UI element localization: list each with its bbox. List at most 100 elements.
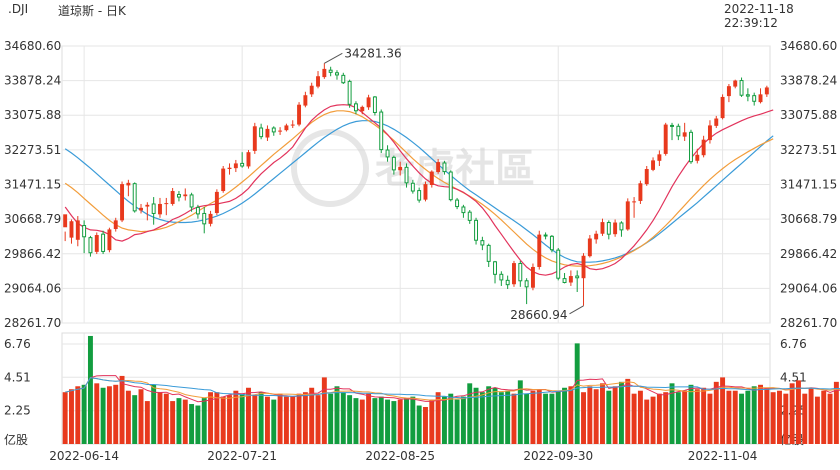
volume-bar (669, 383, 675, 444)
candle-body (512, 263, 516, 285)
volume-bar (220, 396, 226, 444)
candle-body (132, 183, 137, 212)
volume-bar (644, 399, 650, 444)
candle-body (328, 69, 333, 73)
x-tick-label: 2022-07-21 (207, 449, 277, 463)
ma20-line (64, 120, 774, 263)
price-tick-right: 34680.60 (780, 39, 837, 53)
volume-bar (618, 381, 624, 444)
candle-body (594, 233, 599, 240)
candle-body (271, 127, 276, 133)
volume-bar (315, 395, 321, 444)
volume-bar (530, 390, 536, 444)
candle-body (524, 280, 529, 288)
volume-bar (277, 393, 283, 444)
price-tick-right: 28261.70 (780, 316, 837, 330)
volume-bar (106, 386, 112, 444)
volume-bar (138, 389, 144, 444)
candle-body (322, 68, 327, 78)
volume-bar (682, 390, 688, 444)
volume-bar (600, 383, 605, 444)
volume-bar (271, 399, 277, 444)
price-tick-right: 33878.24 (780, 74, 837, 88)
volume-bar (726, 390, 732, 444)
volume-bar (536, 389, 542, 444)
candle-body (189, 194, 194, 208)
volume-bar (429, 399, 435, 444)
volume-bar (675, 392, 681, 444)
volume-bar (176, 398, 182, 444)
candle-body (518, 263, 523, 282)
volume-bar (517, 380, 523, 444)
candle-body (587, 238, 592, 257)
volume-bar (208, 392, 214, 444)
volume-bar (340, 392, 346, 444)
volume-bar (334, 386, 340, 444)
candle-body (657, 154, 662, 161)
volume-bar (770, 392, 776, 444)
volume-bar (473, 387, 479, 444)
candle-body (499, 273, 504, 281)
candle-body (745, 94, 750, 97)
volume-bar (69, 389, 74, 444)
candle-body (252, 126, 257, 151)
candle-body (113, 220, 118, 229)
candle-body (391, 156, 396, 171)
candle-body (366, 97, 371, 108)
volume-bar (302, 392, 308, 444)
candle-body (360, 106, 365, 112)
candle-body (682, 132, 687, 137)
volume-bar (189, 404, 195, 444)
candle-body (221, 168, 226, 192)
price-tick-left: 34680.60 (4, 39, 61, 53)
volume-bar (227, 395, 232, 444)
volume-bar (795, 380, 801, 444)
candle-body (278, 130, 283, 132)
price-tick-right: 32273.51 (780, 143, 837, 157)
ma5-line (64, 104, 774, 276)
volume-bar (751, 386, 757, 444)
volume-bar (328, 393, 334, 444)
volume-bar (81, 384, 87, 444)
volume-bar (498, 392, 504, 444)
candle-body (606, 222, 611, 235)
timestamp: 2022-11-18 22:39:12 (724, 2, 794, 30)
candle-body (543, 234, 548, 237)
candle-body (651, 160, 656, 170)
volume-bar (808, 387, 814, 444)
candle-body (764, 87, 769, 95)
volume-bar (739, 393, 745, 444)
volume-bar (252, 395, 258, 444)
volume-bar (416, 405, 422, 444)
candle-body (474, 219, 479, 241)
volume-bar (283, 396, 289, 444)
candle-body (214, 191, 219, 214)
candle-body (265, 128, 270, 138)
volume-tick-right: 6.76 (780, 337, 807, 351)
volume-bar (233, 390, 239, 444)
volume-bar (777, 390, 782, 444)
candle-body (562, 278, 567, 284)
candle-body (164, 203, 169, 205)
high-annotation-label: 34281.36 (344, 46, 401, 60)
volume-bar (372, 398, 378, 444)
candle-body (714, 118, 719, 126)
volume-bar (214, 392, 220, 444)
low-annotation-line (569, 305, 584, 315)
volume-bar (347, 395, 353, 444)
candle-body (733, 80, 738, 87)
candle-body (619, 222, 624, 231)
candle-body (726, 86, 731, 97)
price-tick-left: 28261.70 (4, 316, 61, 330)
volume-bar (827, 393, 833, 444)
volume-bar (441, 396, 447, 444)
candle-body (707, 125, 712, 141)
volume-ma5-line (65, 375, 840, 403)
candle-body (758, 94, 763, 103)
x-tick-label: 2022-08-25 (365, 449, 435, 463)
volume-bar (397, 399, 403, 444)
volume-bar (694, 389, 700, 444)
volume-bar (637, 390, 643, 444)
price-tick-left: 33878.24 (4, 74, 61, 88)
